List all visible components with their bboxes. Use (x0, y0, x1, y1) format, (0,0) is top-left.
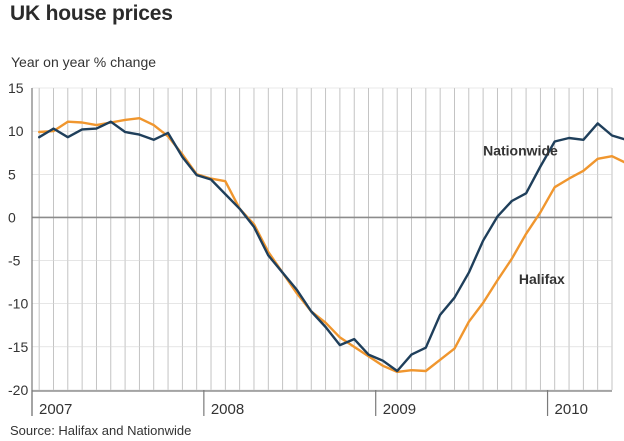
annotation-halifax: Halifax (519, 271, 565, 287)
y-tick-labels: 15 10 5 0 -5 -10 -15 -20 (8, 80, 28, 398)
y-tick-label: -10 (8, 296, 28, 312)
grid-lines (32, 87, 613, 391)
x-tick-label: 2008 (211, 401, 244, 418)
y-tick-label: -5 (8, 253, 21, 269)
y-axis-label: Year on year % change (11, 54, 157, 70)
annotation-nationwide: Nationwide (483, 142, 558, 158)
y-tick-label: -15 (8, 339, 28, 355)
series-line-halifax (38, 116, 624, 374)
source-note: Source: Halifax and Nationwide (10, 423, 192, 438)
chart-title: UK house prices (10, 2, 173, 25)
y-tick-label: 15 (8, 80, 24, 96)
y-tick-label: 0 (8, 209, 16, 225)
x-tick-label: 2010 (555, 401, 588, 418)
series-lines (38, 116, 624, 374)
y-tick-label: -20 (8, 382, 28, 398)
y-tick-label: 10 (8, 123, 24, 139)
series-line-nationwide (38, 120, 624, 373)
x-tick-label: 2007 (39, 401, 72, 418)
annotations: Nationwide Halifax (483, 142, 565, 287)
x-tick-labels: 2007 2008 2009 2010 (31, 390, 588, 418)
y-tick-label: 5 (8, 166, 16, 182)
axis-lines (31, 88, 612, 416)
x-tick-label: 2009 (383, 401, 416, 418)
